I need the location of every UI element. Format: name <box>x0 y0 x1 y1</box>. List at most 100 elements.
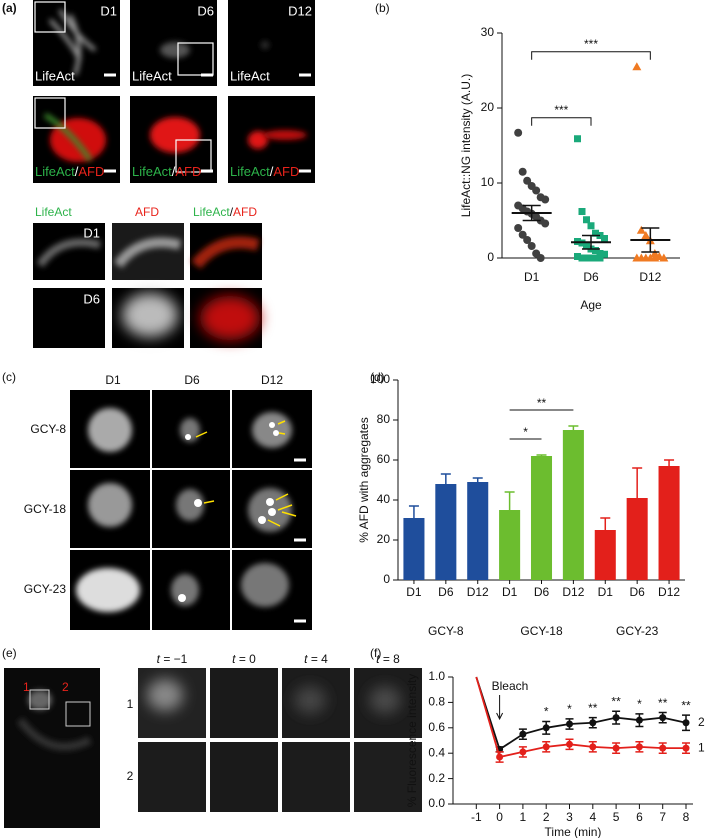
day-label: D1 <box>100 3 117 18</box>
point <box>578 208 586 215</box>
x-axis-label: Age <box>580 298 602 312</box>
point <box>541 219 550 228</box>
y-tick-label: 0.4 <box>428 745 445 759</box>
row-label: 1 <box>127 697 134 711</box>
y-tick-label: 0.6 <box>428 720 445 734</box>
point <box>682 719 690 727</box>
bar <box>594 530 616 580</box>
y-tick-label: 10 <box>481 175 495 189</box>
point <box>587 222 595 230</box>
point <box>650 253 660 262</box>
y-axis-label: % Fluorescence intensity <box>405 674 419 807</box>
point <box>536 254 545 262</box>
crop-header: LifeAct <box>35 205 72 219</box>
row-label: 2 <box>127 769 134 783</box>
x-tick-label: 4 <box>589 810 596 824</box>
point <box>592 254 599 262</box>
point <box>641 231 651 239</box>
crop-row-label: D6 <box>83 291 100 306</box>
time-header: t = −1 <box>157 652 188 666</box>
point <box>650 249 660 257</box>
bar <box>467 482 489 580</box>
panel-c-images <box>70 390 312 630</box>
point <box>659 714 667 722</box>
y-tick-label: 40 <box>377 492 391 506</box>
significance-label: * <box>567 702 572 716</box>
point <box>659 744 667 752</box>
x-tick-label: 3 <box>566 810 573 824</box>
x-tick-label: D6 <box>629 585 645 599</box>
significance-label: ** <box>611 695 621 709</box>
x-tick-label: 0 <box>496 810 503 824</box>
point <box>635 716 643 724</box>
point <box>596 254 604 262</box>
significance-label: *** <box>584 37 598 51</box>
point <box>514 224 523 232</box>
bar <box>530 456 553 580</box>
row-label: GCY-18 <box>24 502 67 516</box>
annotation: Bleach <box>492 679 529 693</box>
annotation-arrow <box>496 695 504 721</box>
x-axis-label: Time (min) <box>545 825 602 838</box>
point <box>523 176 532 185</box>
crop-row-label: D1 <box>83 225 100 240</box>
y-tick-label: 100 <box>370 372 390 386</box>
time-header: t = 8 <box>376 652 400 666</box>
significance-label: ** <box>537 396 547 410</box>
panel-label: (e) <box>2 646 17 660</box>
significance-label: ** <box>681 698 691 712</box>
column-label: D6 <box>184 373 200 387</box>
bar <box>403 518 425 580</box>
roi-label: 1 <box>23 680 30 694</box>
bar <box>435 484 457 580</box>
panel-e-images <box>4 668 422 828</box>
point <box>542 724 550 732</box>
point <box>574 253 581 260</box>
point <box>578 254 586 262</box>
x-tick-label: D1 <box>598 585 614 599</box>
point <box>566 740 574 748</box>
panel-label: (d) <box>370 370 385 384</box>
error-bar <box>536 454 547 456</box>
point <box>635 743 643 751</box>
column-label: D12 <box>261 373 283 387</box>
day-label: D6 <box>197 3 214 18</box>
point <box>541 195 550 204</box>
point <box>636 225 646 234</box>
x-tick-label: D1 <box>406 585 422 599</box>
x-tick-label: D12 <box>467 585 489 599</box>
point <box>583 242 590 250</box>
significance-label: * <box>637 697 642 711</box>
time-header: t = 0 <box>232 652 256 666</box>
point <box>583 216 590 224</box>
group-label: GCY-8 <box>428 624 464 638</box>
significance-label: ** <box>588 701 598 715</box>
row-label: GCY-8 <box>30 422 66 436</box>
point <box>519 748 527 756</box>
panel-label: (b) <box>375 1 390 15</box>
point <box>612 744 620 752</box>
point <box>587 254 595 262</box>
point <box>612 714 620 722</box>
column-label: D1 <box>105 373 121 387</box>
y-tick-label: 30 <box>481 25 495 39</box>
group-label: GCY-23 <box>616 624 659 638</box>
y-axis-label: LifeAct::NG intensity (A.U.) <box>459 74 473 217</box>
error-bar <box>408 505 419 518</box>
x-tick-label: 6 <box>636 810 643 824</box>
error-bar <box>664 459 675 466</box>
x-tick-label: D1 <box>502 585 518 599</box>
x-tick-label: D1 <box>524 270 540 284</box>
panel-label: (f) <box>370 646 381 660</box>
y-tick-label: 1.0 <box>428 669 445 683</box>
y-tick-label: 0.0 <box>428 796 445 810</box>
x-tick-label: D12 <box>639 270 661 284</box>
point <box>532 186 541 195</box>
error-bar <box>504 491 515 510</box>
channel-label: LifeAct <box>132 68 172 83</box>
y-tick-label: 20 <box>481 100 495 114</box>
point <box>592 229 599 237</box>
point <box>542 743 550 751</box>
panel-a-images <box>33 0 315 348</box>
